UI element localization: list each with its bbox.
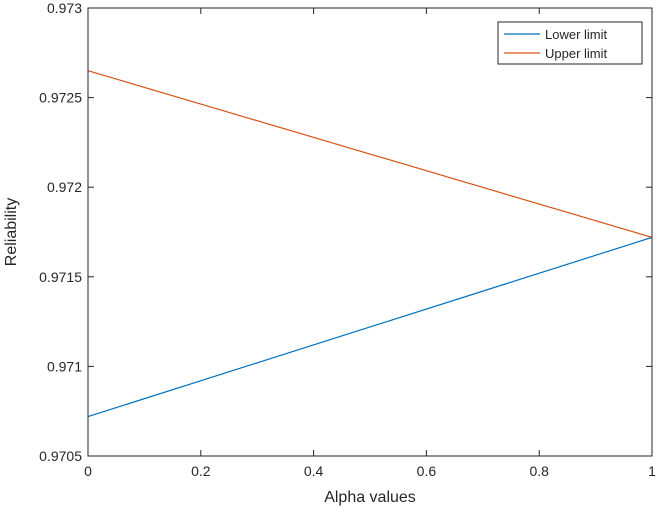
y-tick-label: 0.971 [47, 358, 82, 374]
y-tick-label: 0.9725 [39, 90, 82, 106]
x-tick-label: 0.2 [191, 463, 211, 479]
legend: Lower limit Upper limit [497, 21, 643, 65]
series-line-upper-limit [87, 70, 653, 238]
x-tick-label: 0.8 [529, 463, 549, 479]
x-tick-label: 0.6 [417, 463, 437, 479]
legend-label: Upper limit [545, 46, 608, 61]
series-layer [87, 70, 653, 418]
axes-box [87, 7, 653, 457]
y-tick-label: 0.9705 [39, 448, 82, 464]
x-tick-label: 1 [648, 463, 656, 479]
y-tick-label: 0.9715 [39, 269, 82, 285]
y-tick-label: 0.973 [47, 0, 82, 16]
legend-label: Lower limit [545, 27, 608, 42]
x-tick-label: 0.4 [304, 463, 324, 479]
x-axis-title: Alpha values [324, 489, 416, 506]
axes-layer: 0 0.2 0.4 0.6 0.8 1 0.9705 0.971 0.9715 0.972 0.97… [39, 0, 656, 479]
y-tick-label: 0.972 [47, 179, 82, 195]
plot-area [88, 8, 652, 456]
y-axis-title: Reliability [3, 198, 20, 266]
series-line-lower-limit [87, 236, 653, 418]
x-tick-label: 0 [84, 463, 92, 479]
legend-box [497, 21, 643, 65]
plot-background [88, 8, 652, 456]
